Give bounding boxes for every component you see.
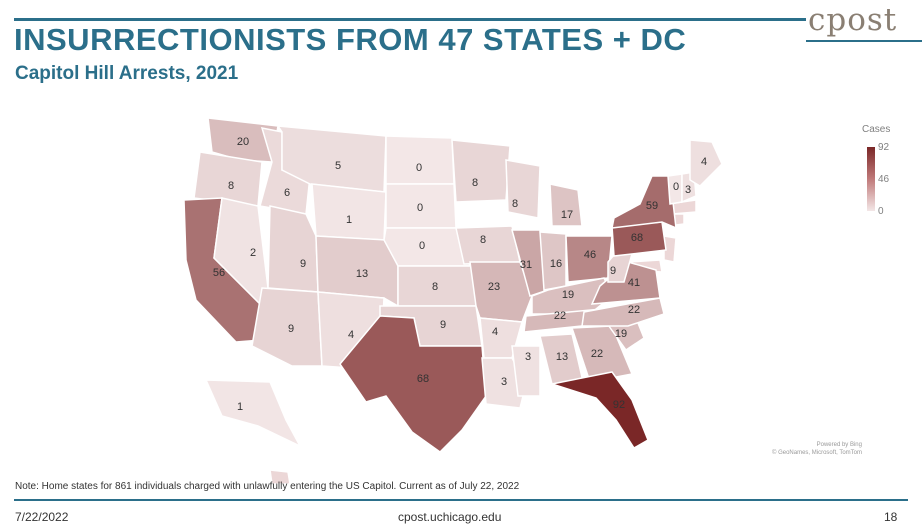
legend-min: 0 [878, 206, 884, 217]
page-subtitle: Capitol Hill Arrests, 2021 [15, 63, 239, 84]
logo-text: cpost [808, 2, 898, 38]
state-value-pa: 68 [631, 232, 643, 244]
state-value-ms: 3 [525, 351, 531, 363]
state-shape-ak[interactable] [204, 379, 302, 448]
state-value-ia: 8 [480, 234, 486, 246]
state-value-nv: 2 [250, 247, 256, 259]
state-shapes [183, 117, 723, 485]
state-value-fl: 92 [613, 399, 625, 411]
state-value-oh: 46 [584, 249, 596, 261]
state-shape-nj [663, 235, 677, 263]
legend-gradient-bar [867, 147, 875, 211]
state-value-co: 13 [356, 268, 368, 280]
state-shape-wy[interactable] [311, 183, 387, 241]
state-shape-ny[interactable] [611, 175, 677, 230]
state-value-ca: 56 [213, 267, 225, 279]
state-shape-fl[interactable] [549, 371, 649, 450]
state-value-id: 6 [284, 187, 290, 199]
state-value-ne: 0 [419, 240, 425, 252]
state-value-mt: 5 [335, 160, 341, 172]
state-value-nc: 22 [628, 304, 640, 316]
state-value-wa: 20 [237, 136, 249, 148]
state-value-tn: 22 [554, 310, 566, 322]
footer-page-number: 18 [884, 510, 898, 524]
footer-date: 7/22/2022 [15, 510, 69, 524]
state-value-labels: 2086515629913400089688823438311716461922… [213, 136, 707, 413]
state-value-mi: 17 [561, 209, 573, 221]
state-shape-az[interactable] [251, 287, 323, 367]
state-shape-nc[interactable] [581, 297, 665, 327]
state-value-ky: 19 [562, 289, 574, 301]
map-credit-sources: © GeoNames, Microsoft, TomTom [772, 450, 862, 456]
state-value-ks: 8 [432, 281, 438, 293]
page-title: INSURRECTIONISTS FROM 47 STATES + DC [14, 22, 687, 57]
state-value-sc: 19 [615, 328, 627, 340]
state-value-nm: 4 [348, 329, 354, 341]
state-value-me: 4 [701, 156, 707, 168]
cpost-logo: cpost [808, 2, 897, 38]
state-value-wi: 8 [512, 198, 518, 210]
state-value-nh: 3 [685, 184, 691, 196]
state-shape-ms[interactable] [511, 345, 541, 397]
state-value-al: 13 [556, 351, 568, 363]
state-shape-wi[interactable] [505, 159, 541, 219]
state-value-mn: 8 [472, 177, 478, 189]
state-value-ut: 9 [300, 258, 306, 270]
state-value-ga: 22 [591, 348, 603, 360]
footnote: Note: Home states for 861 individuals ch… [15, 481, 520, 492]
footer-url[interactable]: cpost.uchicago.edu [398, 510, 502, 524]
footer-rule [14, 499, 908, 501]
state-value-in: 16 [550, 258, 562, 270]
state-shape-mi[interactable] [549, 183, 583, 227]
header-rule [14, 18, 806, 21]
state-shape-tx[interactable] [339, 315, 487, 453]
state-shape-ia[interactable] [455, 225, 521, 265]
state-shape-me[interactable] [689, 139, 723, 187]
map-credit-bing: Powered by Bing [816, 442, 862, 448]
state-shape-nd[interactable] [385, 135, 455, 185]
state-value-ak: 1 [237, 401, 243, 413]
state-value-va: 41 [628, 277, 640, 289]
state-value-wv: 9 [610, 265, 616, 277]
state-value-ar: 4 [492, 326, 498, 338]
state-value-vt: 0 [673, 181, 679, 193]
legend-title: Cases [862, 124, 891, 135]
legend-mid: 46 [878, 174, 890, 185]
legend-max: 92 [878, 142, 890, 153]
state-value-il: 31 [520, 259, 532, 271]
state-shape-hi [269, 469, 291, 485]
state-value-tx: 68 [417, 373, 429, 385]
state-value-nd: 0 [416, 162, 422, 174]
state-shape-ut[interactable] [267, 205, 319, 293]
logo-rule [806, 40, 922, 42]
state-value-la: 3 [501, 376, 507, 388]
state-value-ok: 9 [440, 319, 446, 331]
state-value-wy: 1 [346, 214, 352, 226]
state-value-sd: 0 [417, 202, 423, 214]
state-value-ny: 59 [646, 200, 658, 212]
state-value-mo: 23 [488, 281, 500, 293]
state-shape-mn[interactable] [451, 139, 511, 203]
state-value-az: 9 [288, 323, 294, 335]
state-value-or: 8 [228, 180, 234, 192]
